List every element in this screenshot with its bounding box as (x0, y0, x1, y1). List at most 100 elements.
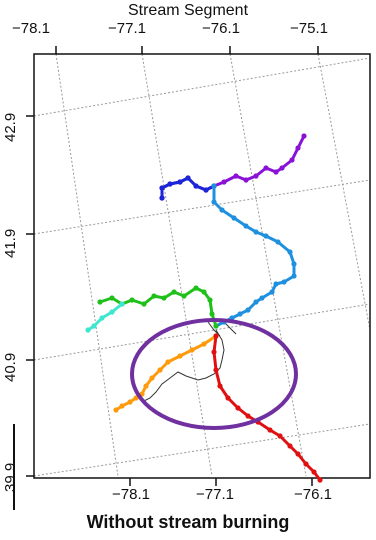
stream-node-orange-1 (201, 341, 207, 347)
stream-node-cyan-4 (85, 327, 91, 333)
stream-node-orange-6 (149, 375, 155, 381)
stream-node-green-8 (151, 293, 157, 299)
stream-node-red-8 (267, 427, 273, 433)
figure-caption: Without stream burning (86, 512, 290, 532)
stream-node-green-13 (97, 299, 103, 305)
stream-node-red-14 (317, 477, 323, 483)
stream-node-lightblue-2 (219, 207, 225, 213)
stream-node-purple-5 (263, 165, 269, 171)
stream-node-orange-12 (113, 407, 119, 413)
stream-node-orange-11 (119, 403, 125, 409)
stream-node-purple-2 (289, 157, 295, 163)
stream-node-blue-2 (193, 183, 199, 189)
stream-node-orange-2 (189, 347, 195, 353)
stream-node-lightblue-3 (231, 215, 237, 221)
stream-node-blue-5 (167, 181, 173, 187)
stream-node-red-2 (213, 367, 219, 373)
stream-node-blue-4 (177, 179, 183, 185)
stream-node-orange-4 (165, 359, 171, 365)
stream-node-cyan-1 (109, 309, 115, 315)
stream-node-lightblue-1 (211, 199, 217, 205)
stream-node-blue-6 (159, 185, 165, 191)
stream-node-cyan-3 (91, 323, 97, 329)
stream-node-green-7 (161, 295, 167, 301)
stream-node-lightblue-16 (245, 307, 251, 313)
stream-node-lightblue-6 (263, 233, 269, 239)
stream-node-red-10 (287, 443, 293, 449)
bottom-tick-2: −77.1 (196, 486, 234, 503)
highlight-ellipse (130, 318, 298, 430)
stream-node-lightblue-10 (291, 273, 297, 279)
stream-node-purple-4 (273, 169, 279, 175)
stream-node-lightblue-9 (291, 261, 297, 267)
stream-node-lightblue-11 (281, 279, 287, 285)
stream-node-lightblue-5 (253, 229, 259, 235)
graticule-line (33, 303, 371, 361)
graticule-line (33, 423, 371, 477)
stream-node-green-0 (213, 323, 219, 329)
stream-segment-lightblue (212, 186, 296, 328)
bottom-tick-1: −78.1 (112, 486, 150, 503)
thin-stream-1 (207, 321, 221, 337)
stream-node-lightblue-8 (287, 249, 293, 255)
graticule-line (317, 53, 371, 331)
top-tick-1: −78.1 (12, 20, 50, 37)
stream-node-green-4 (193, 285, 199, 291)
stream-segment-red (212, 335, 322, 481)
top-tick-4: −75.1 (290, 20, 328, 37)
stream-node-red-9 (277, 433, 283, 439)
stream-node-red-12 (303, 461, 309, 467)
stream-node-lightblue-4 (243, 223, 249, 229)
stream-node-green-9 (141, 301, 147, 307)
stream-node-lightblue-13 (269, 289, 275, 295)
stream-node-green-12 (109, 295, 115, 301)
map-frame (33, 53, 371, 479)
stream-node-green-5 (181, 293, 187, 299)
thin-stream-2 (223, 321, 237, 335)
stream-node-purple-8 (233, 173, 239, 179)
stream-node-purple-3 (279, 165, 285, 171)
graticule-line (33, 57, 371, 117)
stream-node-purple-1 (295, 145, 301, 151)
stream-node-lightblue-0 (211, 183, 217, 189)
stream-node-purple-9 (221, 179, 227, 185)
stream-node-red-0 (213, 333, 219, 339)
stream-node-green-1 (209, 311, 215, 317)
stream-node-lightblue-12 (273, 281, 279, 287)
stream-node-red-5 (235, 405, 241, 411)
stream-node-lightblue-7 (275, 239, 281, 245)
stream-node-cyan-0 (119, 301, 125, 307)
stream-node-red-4 (225, 395, 231, 401)
stream-node-orange-7 (143, 383, 149, 389)
stream-node-lightblue-17 (237, 311, 243, 317)
stream-node-orange-3 (177, 353, 183, 359)
stream-node-green-3 (201, 289, 207, 295)
stream-node-purple-6 (253, 173, 259, 179)
stream-node-red-3 (217, 383, 223, 389)
stream-node-green-2 (207, 297, 213, 303)
stream-node-purple-7 (243, 177, 249, 183)
top-axis-title: Stream Segment (127, 2, 249, 19)
graticule-line (141, 53, 213, 477)
bottom-tick-3: −76.1 (294, 486, 332, 503)
stream-node-orange-10 (127, 399, 133, 405)
stream-node-blue-7 (159, 195, 165, 201)
stream-node-purple-0 (301, 133, 307, 139)
stream-node-blue-1 (203, 187, 209, 193)
graticule-line (55, 53, 119, 477)
stream-node-lightblue-15 (253, 299, 259, 305)
top-tick-2: −77.1 (108, 20, 146, 37)
stream-node-green-6 (171, 289, 177, 295)
stream-node-red-13 (311, 469, 317, 475)
axis-ticks (26, 46, 319, 486)
stream-node-green-10 (129, 297, 135, 303)
stream-node-orange-5 (157, 367, 163, 373)
stream-node-red-1 (211, 349, 217, 355)
top-tick-3: −76.1 (202, 20, 240, 37)
stream-node-red-6 (245, 413, 251, 419)
graticule (33, 53, 371, 477)
stream-node-blue-3 (185, 175, 191, 181)
stream-node-cyan-2 (99, 315, 105, 321)
stream-node-red-11 (295, 451, 301, 457)
